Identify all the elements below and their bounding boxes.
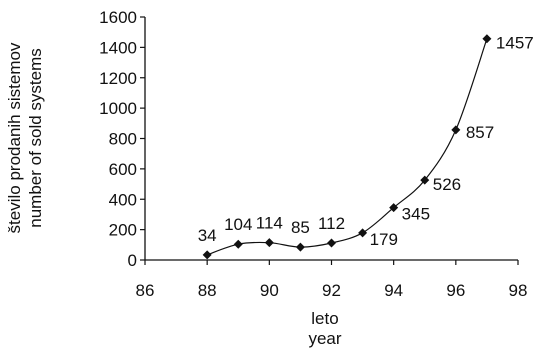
data-point-marker: [202, 250, 212, 260]
data-label: 114: [256, 214, 283, 233]
data-point-marker: [264, 238, 274, 248]
data-label: 34: [198, 226, 217, 245]
x-tick-label: 96: [446, 281, 465, 300]
data-label: 104: [224, 215, 252, 234]
y-tick-label: 1400: [99, 38, 137, 57]
series-line: [206, 38, 488, 256]
data-point-marker: [451, 125, 461, 135]
data-point-marker: [327, 238, 336, 248]
x-axis-title-line-1: leto: [311, 309, 338, 328]
x-tick-label: 88: [198, 281, 217, 300]
y-tick-label: 1600: [99, 8, 137, 27]
data-point-marker: [295, 242, 305, 252]
y-tick-label: 600: [109, 160, 137, 179]
x-tick-label: 94: [384, 281, 403, 300]
x-tick-label: 92: [322, 281, 341, 300]
data-label: 857: [466, 123, 494, 142]
data-point-marker: [482, 34, 492, 44]
y-axis-title-line-2: number of sold systems: [26, 48, 45, 228]
y-axis-title-line-1: število prodanih sistemov: [5, 42, 24, 233]
y-tick-label: 800: [109, 130, 137, 149]
x-tick-label: 90: [260, 281, 279, 300]
x-tick-label: 98: [509, 281, 528, 300]
data-label: 85: [291, 218, 310, 237]
y-tick-label: 1200: [99, 69, 137, 88]
data-point-marker: [358, 228, 368, 238]
data-label: 112: [318, 214, 345, 233]
data-label: 345: [402, 205, 430, 224]
y-tick-label: 200: [109, 221, 137, 240]
data-point-marker: [420, 175, 430, 185]
y-axis-ticks: 0 200 400 600 800 1000 1200 1400 1600: [99, 8, 145, 270]
x-tick-label: 86: [136, 281, 155, 300]
y-tick-label: 1000: [99, 99, 137, 118]
y-tick-label: 0: [128, 251, 137, 270]
data-markers: [202, 34, 492, 260]
data-point-marker: [389, 203, 399, 213]
data-point-marker: [233, 239, 243, 249]
x-axis-title-line-2: year: [308, 329, 341, 348]
x-axis-ticks: 86 88 90 92 94 96 98: [136, 260, 528, 300]
data-label: 526: [433, 175, 461, 194]
y-tick-label: 400: [109, 190, 137, 209]
data-label: 179: [370, 230, 398, 249]
data-label: 1457: [496, 34, 534, 53]
